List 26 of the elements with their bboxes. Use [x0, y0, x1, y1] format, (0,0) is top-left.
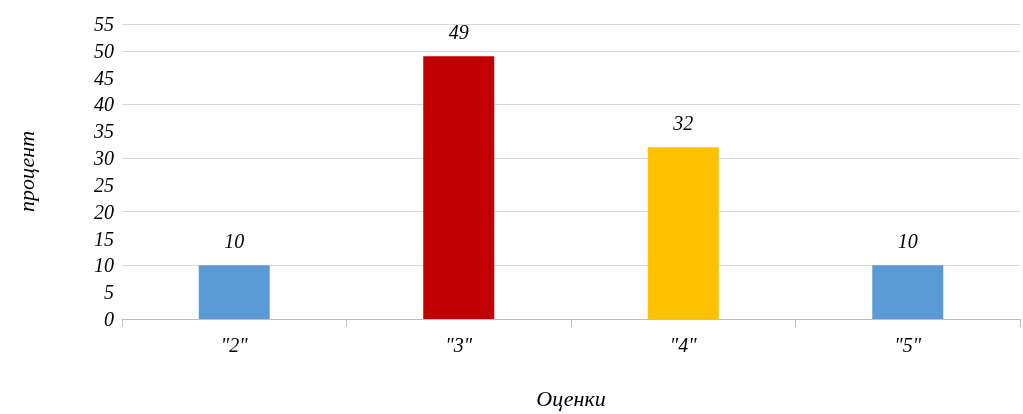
y-tick-label: 20 — [94, 200, 114, 223]
data-label: 49 — [448, 21, 469, 44]
y-tick-label: 10 — [94, 254, 114, 277]
y-tick-label: 45 — [94, 66, 114, 89]
bar — [423, 56, 495, 319]
y-tick-label: 5 — [104, 281, 114, 304]
x-tick-label: "4" — [669, 334, 698, 356]
bar — [872, 265, 944, 319]
y-tick-label: 40 — [94, 93, 114, 116]
bar — [647, 147, 719, 319]
x-tick-label: "2" — [220, 334, 249, 356]
y-tick-label: 50 — [94, 39, 114, 62]
data-label: 10 — [897, 230, 918, 253]
bar — [198, 265, 270, 319]
y-tick-label: 55 — [94, 13, 114, 35]
x-axis-title: Оценки — [536, 385, 606, 411]
y-tick-label: 15 — [94, 227, 114, 250]
y-tick-label: 25 — [94, 173, 114, 196]
y-tick-label: 35 — [93, 120, 114, 143]
data-label: 32 — [672, 112, 694, 135]
x-tick-label: "3" — [445, 334, 473, 356]
y-tick-label: 0 — [104, 308, 114, 330]
y-axis-title: процент — [13, 130, 39, 213]
x-tick-label: "5" — [894, 334, 922, 356]
data-label: 10 — [224, 230, 245, 253]
y-tick-label: 30 — [93, 147, 114, 170]
